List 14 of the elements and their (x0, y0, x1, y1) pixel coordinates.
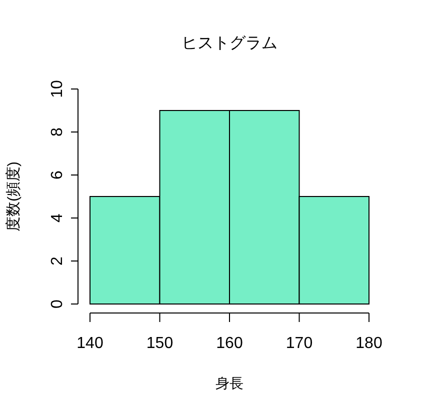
x-tick-label: 140 (76, 335, 104, 352)
y-tick-label: 8 (49, 127, 66, 136)
x-tick-label: 170 (286, 335, 313, 352)
y-tick-label: 0 (49, 299, 66, 308)
chart-title: ヒストグラム (182, 35, 278, 52)
x-axis-title: 身長 (216, 375, 244, 391)
y-tick-label: 4 (49, 213, 66, 222)
x-tick-label: 150 (146, 335, 174, 352)
y-axis-title: 度数(頻度) (5, 162, 22, 232)
y-tick-label: 6 (49, 170, 66, 180)
y-tick-label: 10 (49, 80, 66, 98)
x-tick-label: 160 (216, 335, 243, 352)
y-tick-label: 2 (49, 256, 66, 266)
x-tick-label: 180 (356, 335, 382, 352)
